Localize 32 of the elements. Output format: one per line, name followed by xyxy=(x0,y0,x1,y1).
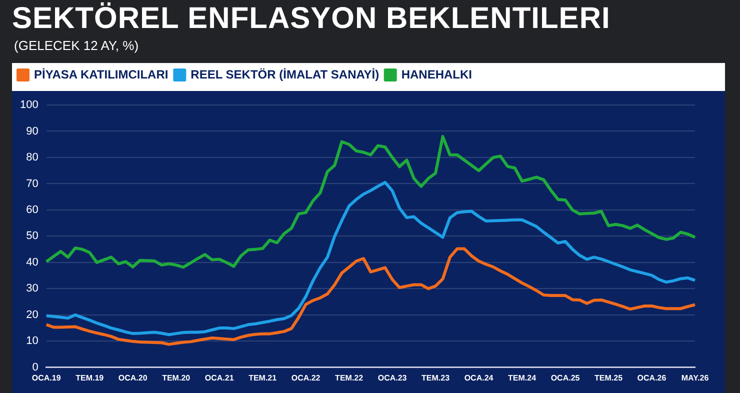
x-tick-label: OCA.23 xyxy=(378,373,408,382)
legend-label: HANEHALKI xyxy=(401,67,472,82)
y-tick-label: 90 xyxy=(26,125,38,138)
x-tick-label: OCA.19 xyxy=(32,373,62,382)
y-tick-label: 60 xyxy=(26,204,38,216)
y-tick-label: 30 xyxy=(26,282,38,295)
y-tick-label: 10 xyxy=(26,335,38,348)
y-tick-label: 70 xyxy=(26,178,38,190)
legend-label: REEL SEKTÖR (İMALAT SANAYİ) xyxy=(190,67,380,82)
legend-label: PİYASA KATILIMCILARI xyxy=(34,67,168,82)
y-tick-label: 40 xyxy=(26,256,38,268)
x-tick-label: OCA.21 xyxy=(204,373,234,382)
x-tick-label: OCA.26 xyxy=(637,373,667,382)
x-tick-label: TEM.24 xyxy=(508,373,537,382)
x-tick-label: TEM.21 xyxy=(248,373,278,382)
y-tick-label: 0 xyxy=(32,361,38,374)
y-tick-label: 80 xyxy=(26,152,38,164)
x-tick-label: OCA.25 xyxy=(550,373,580,382)
y-tick-label: 20 xyxy=(26,308,38,321)
x-tick-label: TEM.23 xyxy=(422,373,450,382)
chart-title: SEKTÖREL ENFLASYON BEKLENTILERI xyxy=(12,2,610,36)
x-tick-label: TEM.19 xyxy=(76,373,104,382)
x-tick-label: TEM.20 xyxy=(162,373,191,382)
x-tick-label: OCA.20 xyxy=(118,373,148,382)
x-tick-label: OCA.22 xyxy=(291,373,321,382)
y-tick-label: 50 xyxy=(26,230,38,242)
y-tick-label: 100 xyxy=(20,99,38,112)
x-tick-label: TEM.22 xyxy=(335,373,364,382)
chart-subtitle: (GELECEK 12 AY, %) xyxy=(14,38,139,53)
x-tick-label: MAY.26 xyxy=(681,373,710,382)
x-tick-label: OCA.24 xyxy=(464,373,494,382)
x-tick-label: TEM.25 xyxy=(594,373,624,382)
